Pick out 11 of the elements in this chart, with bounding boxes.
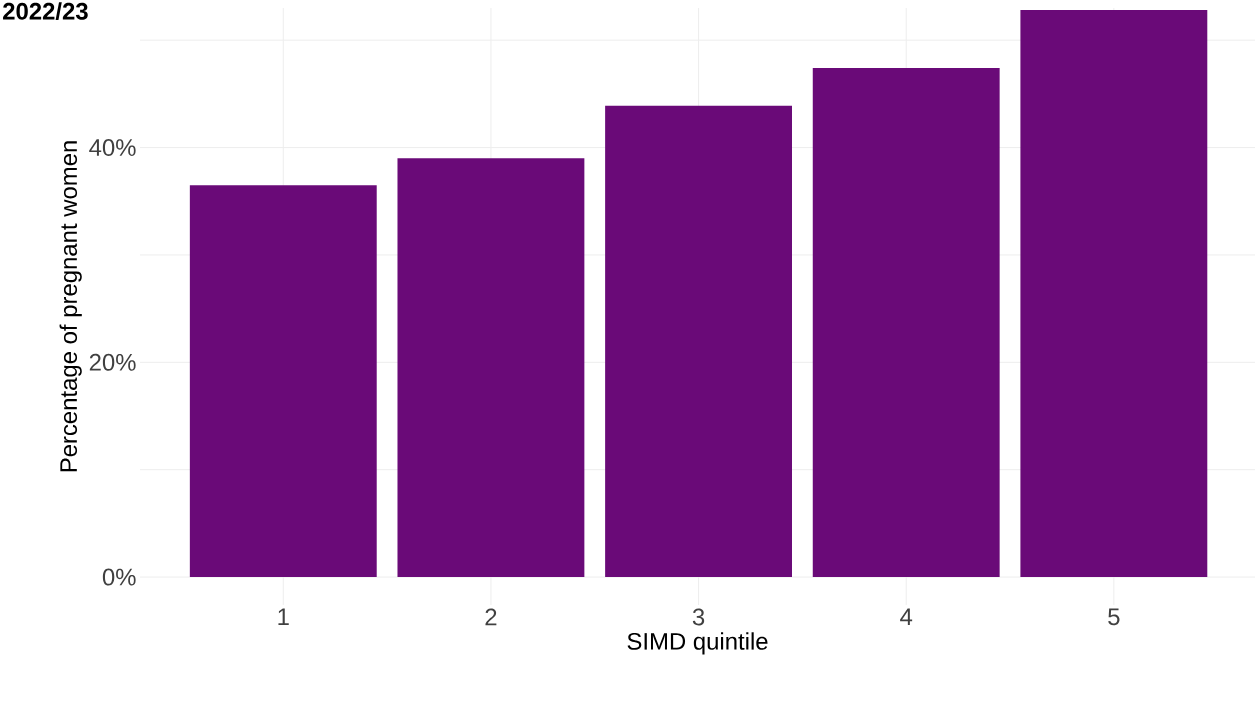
y-tick-label: 0% [102, 568, 136, 586]
x-axis-title: SIMD quintile [627, 632, 768, 655]
x-tick-label: 3 [692, 608, 705, 626]
x-tick-label: 1 [278, 608, 289, 625]
x-tick-label: 4 [900, 608, 913, 625]
chart-title: 2022/23 [3, 2, 88, 20]
x-tick-label: 5 [1108, 608, 1120, 626]
y-tick-label: 20% [89, 353, 136, 371]
x-tick-label: 2 [485, 608, 497, 626]
y-tick-label: 40% [89, 139, 136, 157]
y-axis-title: Percentage of pregnant women [59, 141, 82, 472]
